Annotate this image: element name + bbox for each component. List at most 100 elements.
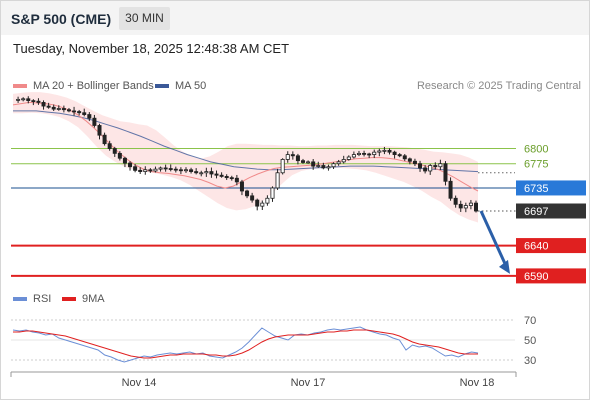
candle-body	[433, 165, 438, 168]
candle-body	[458, 203, 463, 209]
candle-body	[92, 117, 97, 126]
candle-body	[51, 106, 56, 110]
level-tag-6590	[516, 268, 586, 284]
candle-body	[143, 169, 148, 172]
candle-body	[392, 151, 397, 155]
level-label-6775: 6775	[524, 159, 548, 171]
candle-body	[453, 197, 458, 205]
candle-body	[382, 149, 387, 152]
rsi-ma-line	[13, 329, 478, 359]
rsi-swatch	[13, 297, 27, 301]
candle-body	[229, 177, 234, 180]
candle-body	[260, 202, 265, 207]
candle-body	[418, 163, 423, 169]
level-label-6735: 6735	[524, 183, 548, 195]
candle-body	[250, 195, 255, 201]
candle-body	[209, 171, 214, 175]
candle-body	[16, 98, 21, 101]
candle-body	[295, 155, 300, 162]
rsi-tick-30: 30	[524, 355, 536, 367]
forecast-arrow-shaft	[479, 210, 508, 267]
candle-body	[214, 173, 219, 176]
x-tick-label: Nov 14	[122, 377, 157, 389]
candle-body	[153, 168, 158, 172]
candle-body	[77, 111, 82, 114]
candle-body	[301, 160, 306, 163]
candle-body	[270, 187, 275, 199]
candles-group	[16, 96, 478, 213]
candle-body	[265, 197, 270, 204]
candle-body	[234, 177, 239, 183]
candle-body	[351, 154, 356, 158]
legend-rsi: RSI	[13, 293, 51, 305]
candle-body	[56, 108, 61, 110]
candle-body	[356, 152, 361, 155]
timestamp: Tuesday, November 18, 2025 12:48:38 AM C…	[13, 41, 290, 56]
candle-body	[438, 163, 443, 168]
candle-body	[168, 168, 173, 170]
timeframe-button[interactable]: 30 MIN	[119, 7, 170, 30]
forecast-arrow-head	[499, 259, 510, 274]
legend-ma50: MA 50	[155, 80, 206, 92]
candle-body	[448, 180, 453, 199]
candle-body	[372, 151, 377, 155]
candle-body	[280, 159, 285, 174]
candle-body	[402, 155, 407, 160]
candle-body	[183, 169, 188, 172]
candle-body	[468, 202, 473, 206]
candle-body	[245, 190, 250, 197]
level-label-6640: 6640	[524, 241, 548, 253]
level-tag-6640	[516, 238, 586, 254]
x-tick-label: Nov 17	[291, 377, 326, 389]
ma50-swatch	[155, 84, 169, 88]
candle-body	[189, 169, 194, 172]
candle-body	[463, 205, 468, 209]
candle-body	[87, 114, 92, 119]
candle-body	[46, 105, 51, 108]
level-label-6800: 6800	[524, 144, 548, 156]
candle-body	[290, 154, 295, 157]
candle-body	[173, 168, 178, 171]
candle-body	[194, 171, 199, 174]
candle-body	[97, 125, 102, 136]
candle-body	[26, 98, 31, 102]
candle-body	[423, 167, 428, 172]
level-label-6697: 6697	[524, 206, 548, 218]
level-label-6590: 6590	[524, 271, 548, 283]
rsi-tick-50: 50	[524, 335, 536, 347]
candle-body	[336, 161, 341, 165]
candle-body	[341, 159, 346, 163]
ma20-line	[12, 101, 479, 192]
candle-body	[21, 98, 26, 101]
candle-body	[316, 165, 321, 167]
candle-body	[36, 100, 41, 103]
candle-body	[148, 169, 153, 172]
candle-body	[112, 148, 117, 154]
copyright-notice: Research © 2025 Trading Central	[416, 80, 581, 92]
candle-body	[178, 169, 183, 172]
candle-body	[117, 152, 122, 159]
candle-body	[204, 171, 209, 174]
candle-body	[219, 174, 224, 177]
candle-body	[367, 153, 372, 156]
rsi-line	[12, 326, 479, 363]
level-tag-6697	[516, 203, 586, 219]
candle-body	[473, 202, 478, 212]
candle-body	[133, 166, 138, 171]
rsi-tick-70: 70	[524, 315, 536, 327]
candle-body	[387, 149, 392, 153]
ma20-label: MA 20 + Bollinger Bands	[33, 80, 154, 92]
candle-body	[102, 134, 107, 145]
ma50-label: MA 50	[175, 80, 207, 92]
candle-body	[428, 165, 433, 172]
bollinger-band-fill	[13, 92, 478, 223]
candle-body	[122, 157, 127, 164]
candle-body	[285, 154, 290, 160]
candle-body	[224, 176, 229, 179]
rsi-ma-swatch	[62, 297, 76, 301]
rsi-label: RSI	[33, 293, 52, 305]
candle-body	[199, 172, 204, 175]
candle-body	[61, 108, 66, 111]
candle-body	[331, 163, 336, 168]
candle-body	[239, 181, 244, 192]
